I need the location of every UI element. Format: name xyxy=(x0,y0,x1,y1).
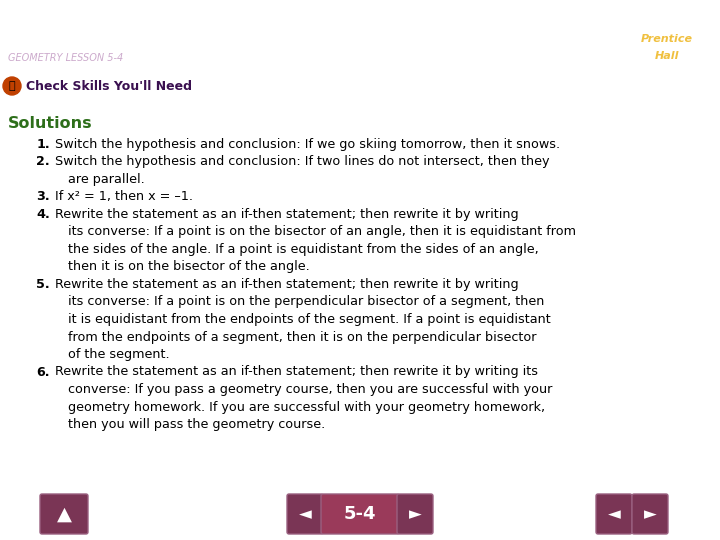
Text: 🔥: 🔥 xyxy=(9,81,15,91)
Text: then it is on the bisector of the angle.: then it is on the bisector of the angle. xyxy=(68,260,310,273)
Text: 5.: 5. xyxy=(37,278,50,291)
Text: its converse: If a point is on the bisector of an angle, then it is equidistant : its converse: If a point is on the bisec… xyxy=(68,226,576,239)
Text: PEARSON: PEARSON xyxy=(644,14,689,23)
Text: GEOMETRY LESSON 5-4: GEOMETRY LESSON 5-4 xyxy=(8,53,123,63)
Text: Prentice: Prentice xyxy=(641,33,693,44)
Text: it is equidistant from the endpoints of the segment. If a point is equidistant: it is equidistant from the endpoints of … xyxy=(68,313,551,326)
Text: Rewrite the statement as an if-then statement; then rewrite it by writing: Rewrite the statement as an if-then stat… xyxy=(55,278,518,291)
Text: are parallel.: are parallel. xyxy=(68,173,145,186)
FancyBboxPatch shape xyxy=(596,494,632,534)
Text: ▲: ▲ xyxy=(56,504,71,523)
Text: Rewrite the statement as an if-then statement; then rewrite it by writing its: Rewrite the statement as an if-then stat… xyxy=(55,366,538,379)
FancyBboxPatch shape xyxy=(632,494,668,534)
Text: Check Skills You'll Need: Check Skills You'll Need xyxy=(26,79,192,92)
Text: ◄: ◄ xyxy=(608,505,621,523)
Text: geometry homework. If you are successful with your geometry homework,: geometry homework. If you are successful… xyxy=(68,401,545,414)
Text: PAGE: PAGE xyxy=(631,472,665,482)
Text: Solutions: Solutions xyxy=(8,116,93,131)
Circle shape xyxy=(3,77,21,95)
Text: Switch the hypothesis and conclusion: If we go skiing tomorrow, then it snows.: Switch the hypothesis and conclusion: If… xyxy=(55,138,560,151)
Text: converse: If you pass a geometry course, then you are successful with your: converse: If you pass a geometry course,… xyxy=(68,383,552,396)
Text: LESSON: LESSON xyxy=(336,472,384,482)
Text: MAIN MENU: MAIN MENU xyxy=(35,472,109,482)
FancyBboxPatch shape xyxy=(287,494,323,534)
Text: from the endpoints of a segment, then it is on the perpendicular bisector: from the endpoints of a segment, then it… xyxy=(68,330,536,343)
Text: Rewrite the statement as an if-then statement; then rewrite it by writing: Rewrite the statement as an if-then stat… xyxy=(55,208,518,221)
FancyBboxPatch shape xyxy=(40,494,88,534)
Text: of the segment.: of the segment. xyxy=(68,348,170,361)
Text: its converse: If a point is on the perpendicular bisector of a segment, then: its converse: If a point is on the perpe… xyxy=(68,295,544,308)
Text: ◄: ◄ xyxy=(299,505,311,523)
Text: Hall: Hall xyxy=(654,51,679,62)
FancyBboxPatch shape xyxy=(397,494,433,534)
Text: 6.: 6. xyxy=(37,366,50,379)
Text: 5-4: 5-4 xyxy=(343,505,377,523)
Text: Inverses, Contrapositives, and Indirect Reasoning: Inverses, Contrapositives, and Indirect … xyxy=(8,12,557,31)
Text: 2.: 2. xyxy=(37,156,50,168)
Text: ►: ► xyxy=(409,505,421,523)
FancyBboxPatch shape xyxy=(321,494,399,534)
Text: ►: ► xyxy=(644,505,657,523)
Text: 3.: 3. xyxy=(37,191,50,204)
Text: 1.: 1. xyxy=(37,138,50,151)
Text: If x² = 1, then x = –1.: If x² = 1, then x = –1. xyxy=(55,191,193,204)
Text: then you will pass the geometry course.: then you will pass the geometry course. xyxy=(68,418,325,431)
Text: 4.: 4. xyxy=(36,208,50,221)
Text: the sides of the angle. If a point is equidistant from the sides of an angle,: the sides of the angle. If a point is eq… xyxy=(68,243,539,256)
Text: Switch the hypothesis and conclusion: If two lines do not intersect, then they: Switch the hypothesis and conclusion: If… xyxy=(55,156,549,168)
